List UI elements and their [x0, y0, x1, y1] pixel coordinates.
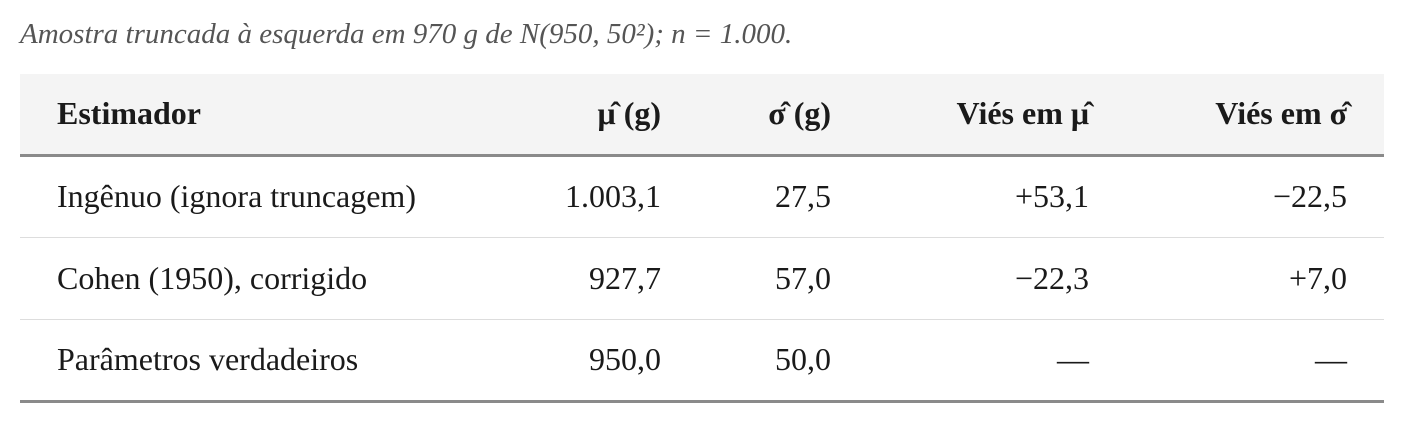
table-cell: —	[1057, 341, 1089, 377]
row-label: Parâmetros verdadeiros	[57, 341, 359, 377]
column-header: σ̂ (g)	[768, 95, 831, 132]
table-cell: 27,5	[775, 178, 831, 214]
table-cell: —	[1315, 341, 1347, 377]
table-cell: −22,5	[1272, 178, 1347, 214]
table-cell: +7,0	[1288, 259, 1347, 296]
column-header: Estimador	[57, 95, 201, 132]
column-header: Viés em μ̂	[956, 95, 1089, 132]
table-row: Ingênuo (ignora truncagem) 1.003,1 27,5 +53…	[20, 155, 1384, 237]
row-label: Cohen (1950), corrigido	[57, 259, 368, 296]
table-cell: 927,7	[589, 259, 661, 296]
column-header: μ̂ (g)	[597, 95, 661, 132]
table-cell: +53,1	[1014, 178, 1089, 214]
row-label: Ingênuo (ignora truncagem)	[57, 178, 416, 214]
table-cell: −22,3	[1014, 259, 1089, 296]
table-cell: 50,0	[775, 341, 831, 377]
results-table: Estimador μ̂ (g) σ̂ (g) Viés em μ̂ Viés em σ…	[20, 74, 1384, 403]
table-row: Parâmetros verdadeiros 950,0 50,0 — —	[20, 319, 1384, 401]
table-cell: 950,0	[589, 341, 661, 377]
caption: Amostra truncada à esquerda em 970 g de …	[20, 18, 793, 50]
table-row: Cohen (1950), corrigido 927,7 57,0 −22,3 +7,…	[20, 237, 1384, 319]
table-cell: 57,0	[775, 259, 831, 296]
table-header: Estimador μ̂ (g) σ̂ (g) Viés em μ̂ Viés em σ…	[20, 74, 1384, 155]
header-row: Estimador μ̂ (g) σ̂ (g) Viés em μ̂ Viés em σ…	[20, 74, 1384, 155]
column-header: Viés em σ̂	[1215, 95, 1347, 132]
table-body: Ingênuo (ignora truncagem) 1.003,1 27,5 +53…	[20, 155, 1384, 401]
table-cell: 1.003,1	[565, 178, 661, 214]
